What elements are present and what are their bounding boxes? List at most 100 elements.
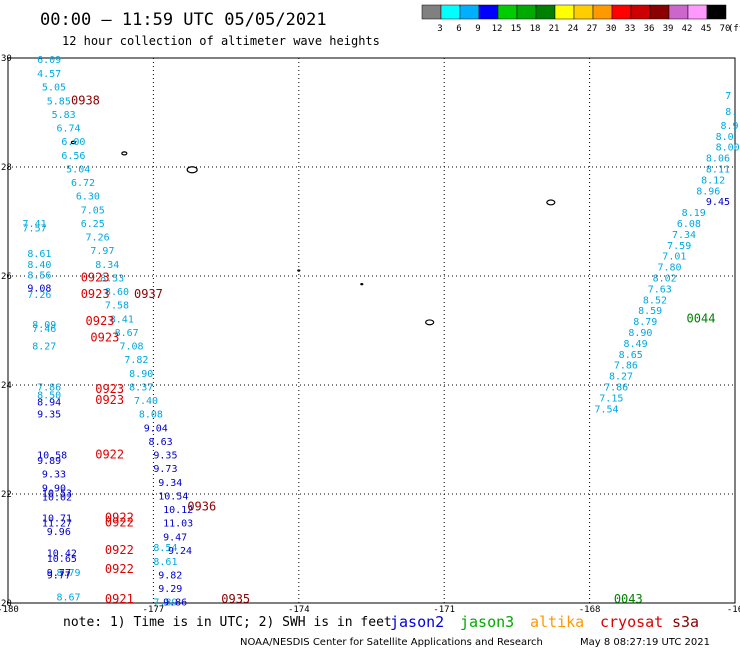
wave-height-label: 7.82: [124, 355, 148, 366]
colorbar-swatch: [459, 4, 480, 20]
wave-height-label: 8.65: [619, 350, 643, 361]
wave-height-label: 9.47: [163, 532, 187, 543]
legend-note: note: 1) Time is in UTC; 2) SWH is in fe…: [63, 615, 392, 630]
colorbar-label: 45: [701, 24, 712, 34]
wave-height-label: 8.56: [27, 271, 51, 282]
wave-height-label: 8.37: [129, 382, 153, 393]
island-outline: [297, 269, 301, 272]
plot-area: -180 -177 -174 -171 -168 -16 20 22 24 26 28 30 6.09…: [0, 54, 740, 615]
wave-height-label: 7.08: [119, 342, 143, 353]
wave-height-label: 10.71: [42, 513, 72, 524]
island-outline: [546, 199, 556, 206]
x-tick-label: -16: [727, 605, 740, 615]
wave-height-label: 7.89: [153, 598, 177, 609]
wave-height-label: 8.9: [720, 121, 738, 132]
wave-height-label: 9.24: [168, 546, 192, 557]
wave-height-label: 10.65: [47, 554, 77, 565]
wave-height-label: 8.40: [27, 260, 51, 271]
wave-height-label: 7.59: [667, 241, 691, 252]
pass-time-label: 0938: [71, 93, 100, 107]
y-tick-label: 26: [1, 272, 12, 282]
wave-height-label: 8.0: [716, 132, 734, 143]
colorbar-label: 42: [682, 24, 693, 34]
island-outline: [121, 151, 128, 156]
colorbar-swatch: [535, 4, 556, 20]
wave-height-label: 7: [725, 91, 731, 102]
island-outline: [425, 319, 435, 326]
footer-timestamp: May 8 08:27:19 UTC 2021: [580, 637, 710, 648]
wave-height-label: 7.41: [23, 219, 47, 230]
wave-height-label: 8.09: [32, 320, 56, 331]
wave-height-label: 8.53: [100, 273, 124, 284]
gridlines: [8, 58, 735, 603]
wave-height-label: 9.35: [37, 410, 61, 421]
wave-height-label: 7.34: [672, 230, 696, 241]
x-tick-label: -177: [143, 605, 165, 615]
wave-height-label: 8.49: [624, 339, 648, 350]
wave-height-label: 9.73: [153, 464, 177, 475]
colorbar-swatch: [440, 4, 461, 20]
pass-time-label: 0923: [95, 393, 124, 407]
colorbar-label: 36: [644, 24, 655, 34]
wave-height-label: 7.58: [105, 301, 129, 312]
colorbar-label: 39: [663, 24, 674, 34]
wave-height-label: 8.: [725, 107, 737, 118]
wave-height-label: 9.86: [163, 598, 187, 609]
wave-height-label: 7.86: [604, 382, 628, 393]
x-tick-label: -174: [288, 605, 310, 615]
pass-time-label: 0923: [95, 382, 124, 396]
wave-height-label: 9.34: [158, 478, 182, 489]
wave-height-label: 6.08: [677, 219, 701, 230]
colorbar-swatch: [497, 4, 518, 20]
footer-credit: NOAA/NESDIS Center for Satellite Applica…: [240, 637, 543, 648]
pass-time-label: 0937: [134, 287, 163, 301]
wave-height-label: 8.54: [153, 543, 177, 554]
wave-height-label: 11.27: [42, 519, 72, 530]
wave-height-label: 8.61: [153, 557, 177, 568]
wave-height-label: 6.00: [61, 137, 85, 148]
wave-height-label: 8.59: [638, 306, 662, 317]
wave-height-label: 9.29: [158, 584, 182, 595]
pass-time-label: 0936: [187, 499, 216, 513]
wave-height-label: 6.25: [81, 219, 105, 230]
satellite-legend-jason2: jason2: [390, 613, 444, 631]
wave-height-label: 5.83: [52, 110, 76, 121]
pass-time-label: 0921: [105, 592, 134, 606]
wave-height-label: 8.67: [56, 592, 80, 603]
wave-height-label: 6.09: [37, 55, 61, 66]
pass-time-label: 0922: [105, 543, 134, 557]
wave-height-label: 9.33: [42, 470, 66, 481]
colorbar-label: 33: [625, 24, 636, 34]
wave-height-label: 7.40: [134, 396, 158, 407]
data-marks: 6.09 4.57 5.05 5.85 5.83 6.74 6.00 6.56 5.04 6.72…: [23, 55, 740, 609]
wave-height-label: 7.01: [662, 252, 686, 263]
colorbar-swatch: [554, 4, 575, 20]
satellite-legend-s3a: s3a: [672, 613, 699, 631]
axis-ticks: -180 -177 -174 -171 -168 -16 20 22 24 26 28 30: [0, 54, 740, 615]
colorbar-swatch: [668, 4, 689, 20]
wave-height-label: 7.26: [27, 290, 51, 301]
island-outline: [360, 282, 364, 286]
colorbar-swatch: [573, 4, 594, 20]
wave-height-label: 4.57: [37, 69, 61, 80]
wave-height-label: 8.06: [706, 154, 730, 165]
pass-time-label: 0922: [105, 510, 134, 524]
y-tick-label: 20: [1, 599, 12, 609]
wave-height-label: 8.27: [609, 372, 633, 383]
wave-height-label: 7.57: [23, 223, 47, 234]
pass-time-label: 0923: [81, 287, 110, 301]
x-tick-label: -171: [433, 605, 455, 615]
pass-time-label: 0922: [105, 516, 134, 530]
wave-height-label: 8.27: [32, 342, 56, 353]
wave-height-label: 9.08: [27, 283, 51, 294]
wave-height-label: 8.00: [716, 143, 740, 154]
wave-height-label: 8.90: [129, 369, 153, 380]
satellite-legend-cryosat: cryosat: [600, 613, 663, 631]
wave-height-label: 8.94: [37, 398, 61, 409]
wave-height-label: 8.08: [139, 410, 163, 421]
wave-height-label: 7.46: [32, 324, 56, 335]
wave-height-label: 8.02: [653, 273, 677, 284]
wave-height-label: 7.15: [599, 393, 623, 404]
wave-height-label: 8.63: [149, 437, 173, 448]
wave-height-label: 9.82: [158, 570, 182, 581]
